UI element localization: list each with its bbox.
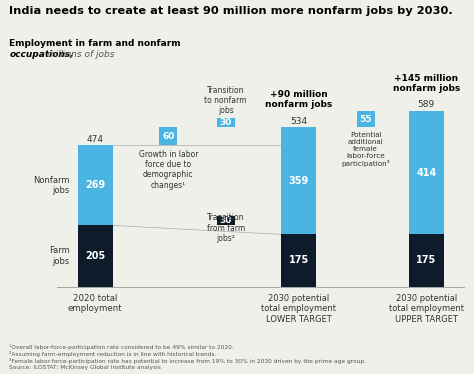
Bar (78, 226, 113, 286)
Text: 60: 60 (162, 132, 174, 141)
Text: 30: 30 (219, 118, 232, 127)
Bar (217, 118, 235, 127)
Text: Potential
additional
female
labor-force
participation³: Potential additional female labor-force … (342, 132, 390, 167)
Bar (159, 127, 177, 145)
Text: Growth in labor
force due to
demographic
changes¹: Growth in labor force due to demographic… (138, 150, 198, 190)
Text: Employment in farm and nonfarm: Employment in farm and nonfarm (9, 39, 181, 59)
Text: 589: 589 (418, 100, 435, 109)
Text: +145 million
nonfarm jobs: +145 million nonfarm jobs (392, 74, 460, 93)
Text: Transition
to nonfarm
jobs: Transition to nonfarm jobs (204, 86, 247, 115)
Text: 175: 175 (416, 255, 437, 266)
Text: +90 million
nonfarm jobs: +90 million nonfarm jobs (265, 90, 333, 109)
Text: India needs to create at least 90 million more nonfarm jobs by 2030.: India needs to create at least 90 millio… (9, 6, 453, 16)
Text: 55: 55 (360, 115, 372, 124)
Text: Farm
jobs: Farm jobs (49, 246, 70, 266)
Text: 414: 414 (416, 168, 437, 178)
Text: 175: 175 (289, 255, 309, 266)
Bar (282, 234, 317, 286)
Text: 2030 potential
total employment
UPPER TARGET: 2030 potential total employment UPPER TA… (389, 294, 464, 324)
Text: 534: 534 (291, 117, 308, 126)
Text: 205: 205 (85, 251, 105, 261)
Bar (217, 217, 235, 226)
Text: 474: 474 (87, 135, 104, 144)
Bar (78, 145, 113, 226)
Text: occupations,: occupations, (9, 50, 74, 59)
Text: Transition
from farm
jobs²: Transition from farm jobs² (207, 214, 245, 243)
Text: ¹Overall labor-force-participation rate considered to be 49% similar to 2020.
²A: ¹Overall labor-force-participation rate … (9, 344, 366, 370)
Bar (282, 127, 317, 234)
Text: millions of jobs: millions of jobs (44, 50, 115, 59)
Text: Nonfarm
jobs: Nonfarm jobs (33, 176, 70, 195)
Text: 30: 30 (219, 217, 232, 226)
Text: 2030 potential
total employment
LOWER TARGET: 2030 potential total employment LOWER TA… (262, 294, 337, 324)
Bar (409, 234, 444, 286)
Bar (357, 111, 375, 127)
Text: 359: 359 (289, 176, 309, 186)
Text: 269: 269 (85, 180, 105, 190)
Text: 2020 total
employment: 2020 total employment (68, 294, 122, 313)
Bar (409, 111, 444, 234)
